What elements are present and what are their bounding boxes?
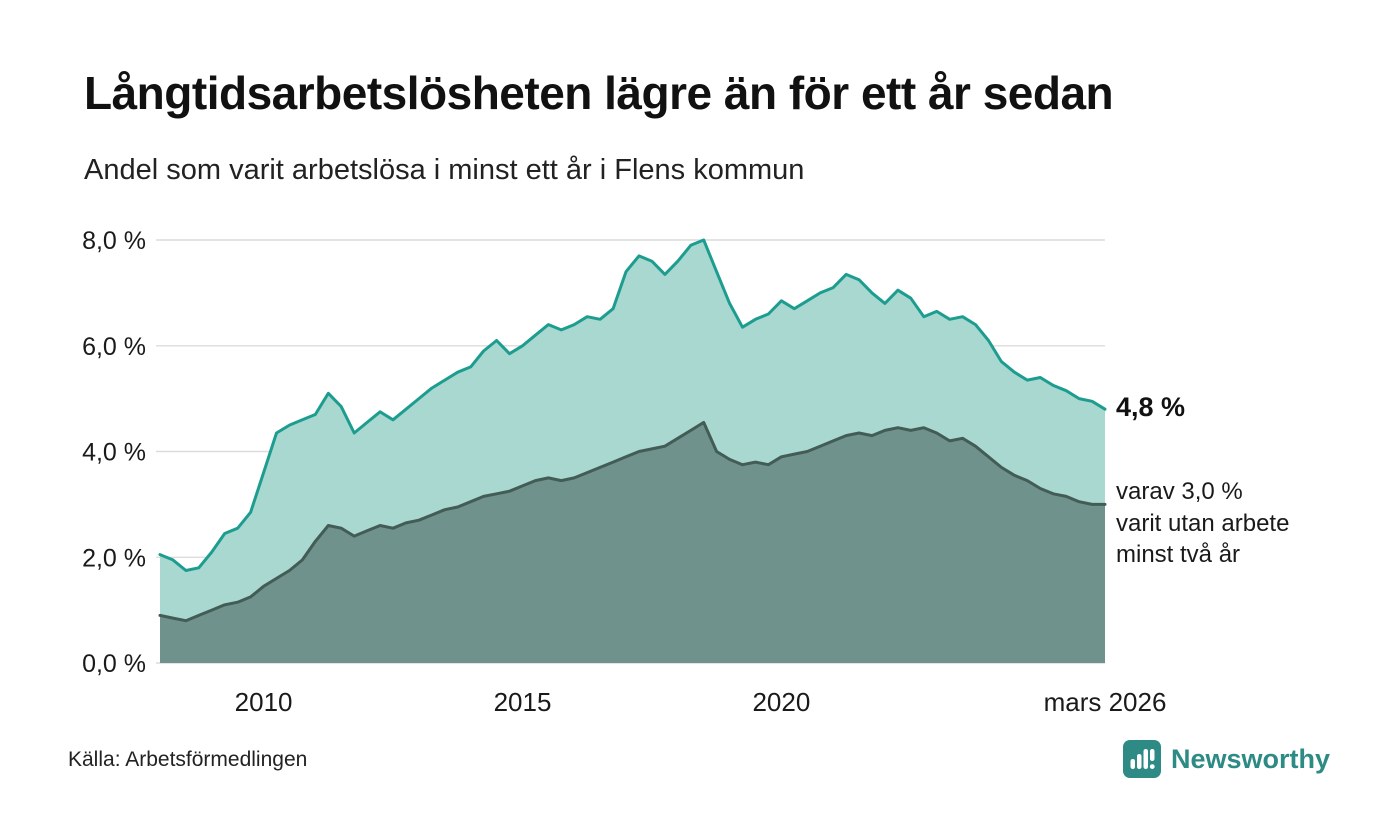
- series-line-2: [158, 420, 1107, 623]
- source-attribution: Källa: Arbetsförmedlingen: [68, 748, 308, 771]
- series-area-2: [160, 422, 1105, 663]
- y-axis-tick-label: 8,0 %: [82, 227, 146, 255]
- page-title: Långtidsarbetslösheten lägre än för ett …: [84, 67, 1114, 119]
- secondary-series-annotation: varav 3,0 % varit utan arbete minst två …: [1116, 478, 1290, 569]
- bar-chart-logo-icon: [1122, 740, 1161, 778]
- x-axis-tick-label: 2010: [235, 687, 293, 717]
- x-axis-tick-label: 2015: [494, 687, 552, 717]
- latest-value-label: 4,8 %: [1116, 392, 1186, 422]
- y-axis-tick-label: 0,0 %: [82, 650, 146, 678]
- chart-subtitle: Andel som varit arbetslösa i minst ett å…: [84, 154, 805, 186]
- newsworthy-logo-text: Newsworthy: [1170, 743, 1330, 774]
- newsworthy-logo: Newsworthy: [1122, 740, 1330, 778]
- series-line-1: [158, 238, 1107, 572]
- x-axis-tick-label: 2020: [752, 687, 810, 717]
- x-axis-tick-label: mars 2026: [1044, 687, 1167, 717]
- y-axis-tick-label: 6,0 %: [82, 333, 146, 361]
- y-axis-tick-label: 2,0 %: [82, 544, 146, 572]
- y-axis-tick-label: 4,0 %: [82, 439, 146, 467]
